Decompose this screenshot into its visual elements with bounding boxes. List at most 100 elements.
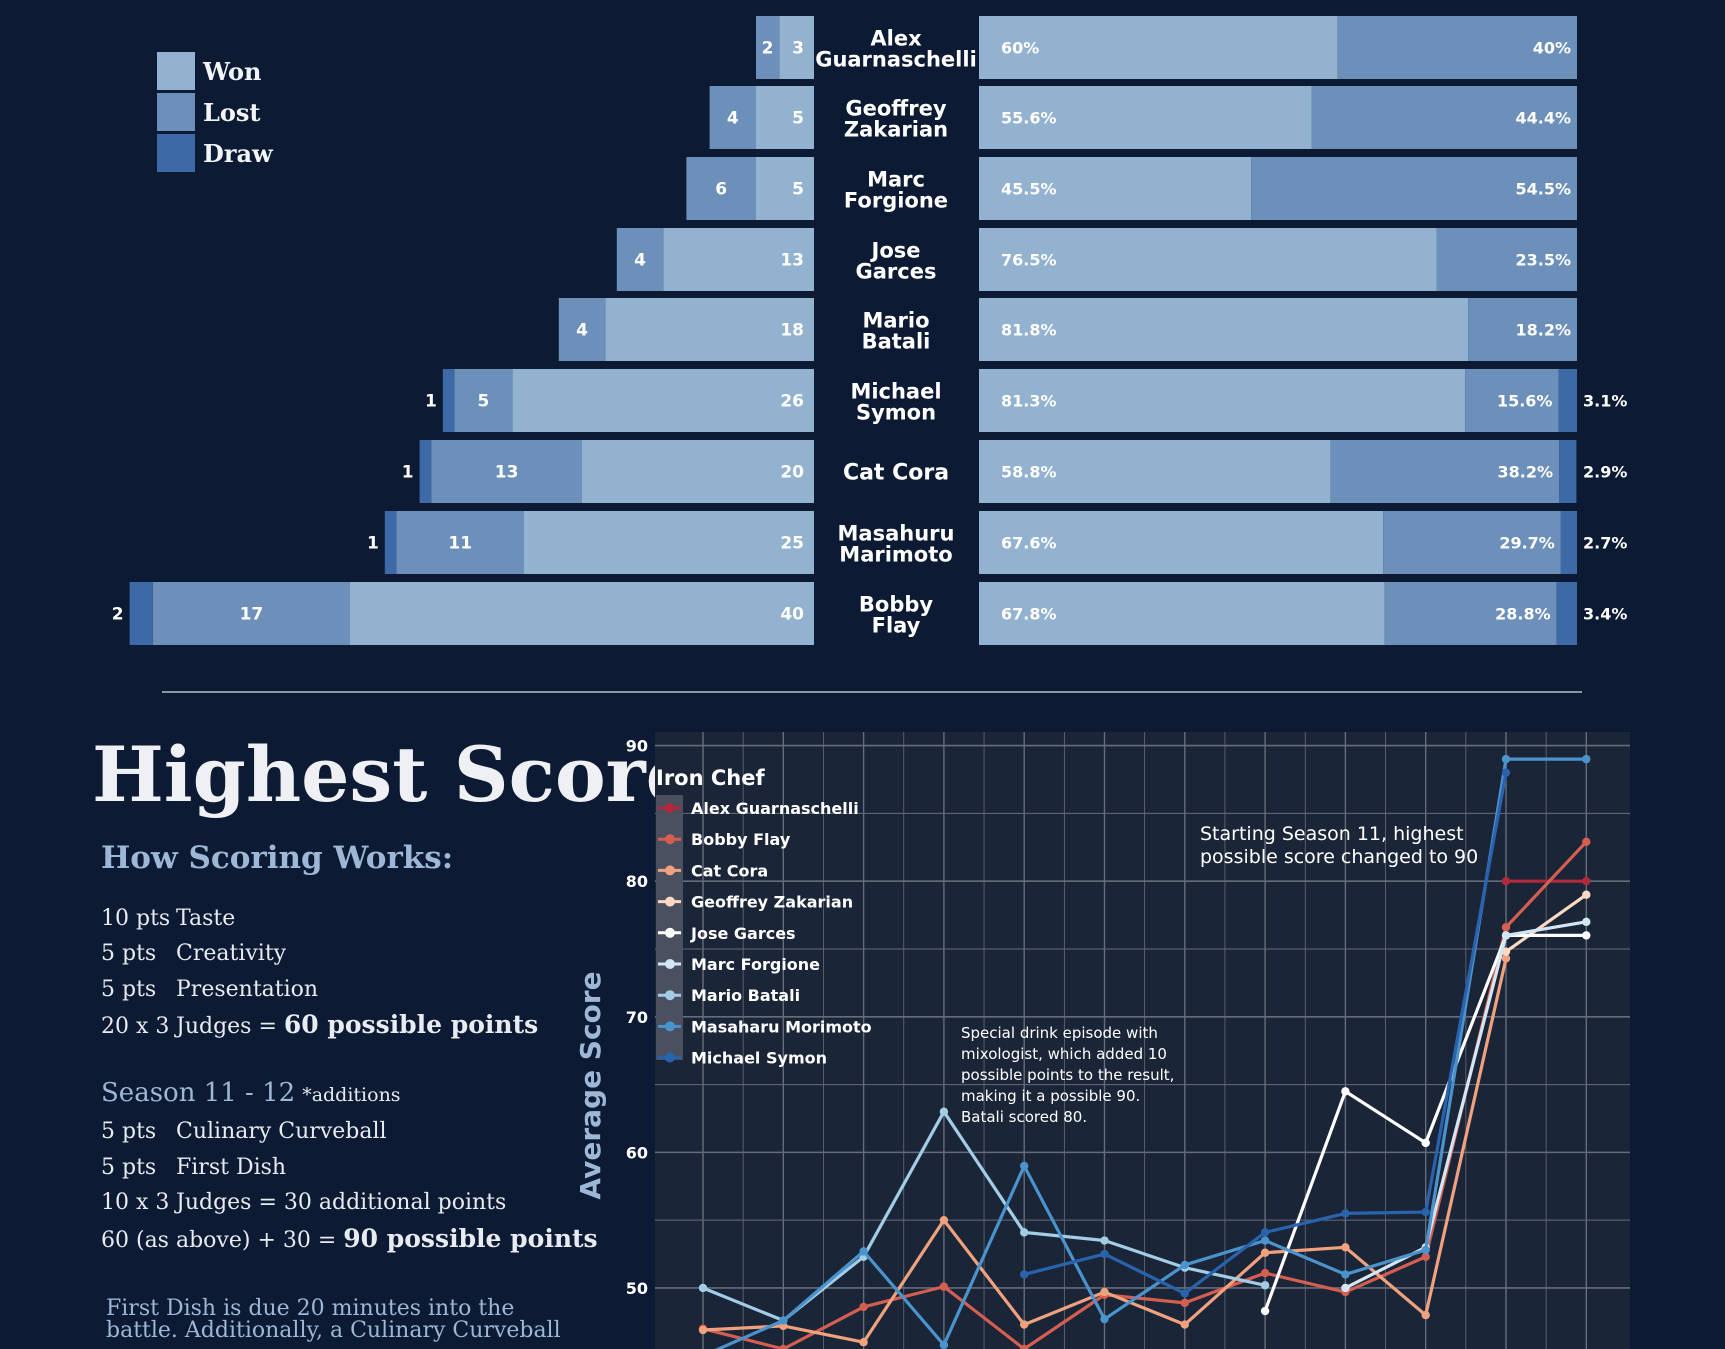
chef-name-line: Masahuru (838, 522, 955, 546)
scoring-points: 10 x 3 (101, 1190, 170, 1215)
series-line (702, 840, 1588, 1349)
data-point (1260, 1268, 1270, 1278)
won-pct-label: 55.6% (1001, 109, 1057, 128)
legend-label-lost: Lost (203, 97, 261, 127)
chef-name-line: Marc (867, 168, 925, 192)
y-tick-label: 90 (626, 737, 648, 756)
chef-name-line: Mario (862, 309, 929, 333)
scoring-panel: How Scoring Works: 10 pts Taste 5 pts Crea… (101, 840, 601, 1349)
data-point (1020, 1320, 1029, 1329)
season-note: *additions (302, 1084, 401, 1106)
lost-pct-label: 54.5% (1515, 180, 1571, 199)
draw-pct-bar (1558, 369, 1577, 432)
lost-pct-bar (1337, 16, 1577, 79)
scoring-label: Creativity (176, 941, 287, 966)
legend-dot (665, 865, 675, 876)
legend-item: Cat Cora (658, 861, 768, 880)
legend-dot (665, 1052, 675, 1063)
annotation-drink-episode: mixologist, which added 10 (961, 1045, 1167, 1063)
legend-dot (665, 1021, 675, 1032)
legend-dot (665, 959, 675, 969)
draw-count-label: 2 (112, 605, 124, 625)
data-point (1582, 890, 1591, 899)
annotation-drink-episode: possible points to the result, (961, 1066, 1174, 1084)
annotation-season-11: Starting Season 11, highest (1200, 823, 1464, 845)
bar-legend: Won Lost Draw (157, 52, 357, 172)
lost-bar (152, 582, 350, 645)
legend-item: Michael Symon (658, 1049, 827, 1068)
lost-pct-label: 18.2% (1515, 321, 1571, 340)
y-tick-label: 80 (626, 872, 648, 891)
legend-label: Mario Batali (691, 986, 800, 1005)
series-line (714, 757, 1587, 1349)
legend-item-draw: Draw (157, 134, 273, 172)
won-pct-bar (979, 582, 1385, 645)
lost-bar (454, 369, 513, 432)
legend-item-won: Won (157, 52, 261, 90)
draw-pct-label: 2.7% (1583, 534, 1627, 553)
data-point (1341, 1087, 1350, 1096)
annotation-drink-episode: Special drink episode with (961, 1024, 1158, 1042)
legend-item: Bobby Flay (658, 830, 791, 849)
series-group (1501, 876, 1591, 886)
won-pct-label: 81.3% (1001, 392, 1057, 411)
season-heading: Season 11 - 12 (101, 1078, 296, 1108)
data-point (779, 1344, 788, 1349)
chef-name-line: Guarnaschelli (815, 48, 977, 72)
won-pct-bar (979, 86, 1312, 149)
data-point (1180, 1298, 1189, 1308)
legend-dot (665, 927, 675, 938)
legend-label: Cat Cora (691, 861, 768, 880)
data-point (1260, 1281, 1270, 1290)
legend-title: Iron Chef (656, 766, 765, 790)
won-bar (350, 582, 814, 645)
lost-pct-label: 29.7% (1499, 534, 1555, 553)
data-point (1020, 1344, 1029, 1349)
scoring-label: Taste (176, 906, 236, 931)
won-count-label: 13 (780, 251, 804, 271)
won-count-label: 40 (780, 605, 804, 625)
legend-item: Alex Guarnaschelli (658, 799, 859, 818)
data-point (1582, 931, 1591, 940)
scoring-points: 5 pts (101, 977, 157, 1002)
data-point (1180, 1289, 1189, 1298)
data-point (939, 1107, 949, 1116)
lost-pct-label: 23.5% (1515, 251, 1571, 270)
won-pct-bar (979, 298, 1469, 361)
lost-bar (558, 298, 606, 361)
draw-pct-bar (1559, 440, 1577, 503)
section-divider (162, 691, 1582, 693)
legend-dot (665, 990, 675, 1001)
chef-name-line: Michael (850, 380, 941, 404)
legend-label-won: Won (203, 56, 262, 86)
y-tick-label: 50 (626, 1279, 648, 1298)
lost-pct-bar (1383, 511, 1561, 574)
draw-pct-label: 2.9% (1583, 463, 1627, 482)
data-point (1501, 954, 1511, 963)
annotation-season-11: possible score changed to 90 (1200, 846, 1478, 868)
legend-dot (665, 834, 675, 845)
scoring-points: 10 pts (101, 906, 171, 931)
data-point (1020, 1161, 1029, 1171)
data-point (1582, 837, 1591, 847)
y-tick-label: 60 (626, 1143, 648, 1162)
data-point (1260, 1306, 1270, 1316)
lost-bar (431, 440, 582, 503)
scoring-row-creativity: 5 pts Creativity (101, 941, 286, 966)
scoring-label: Judges = 30 additional points (176, 1190, 507, 1215)
lost-bar (686, 157, 756, 220)
legend-label: Marc Forgione (691, 955, 820, 974)
won-pct-label: 76.5% (1001, 251, 1057, 270)
scoring-points: 20 x 3 (101, 1014, 170, 1039)
won-pct-bar (979, 228, 1437, 291)
legend-swatch-won (157, 52, 195, 90)
data-point (1180, 1320, 1189, 1329)
data-point (1421, 1252, 1430, 1261)
chef-row: 20 13 1 Cat Cora 58.8% 38.2% 2.9% (402, 440, 1627, 503)
won-pct-label: 67.8% (1001, 605, 1057, 624)
